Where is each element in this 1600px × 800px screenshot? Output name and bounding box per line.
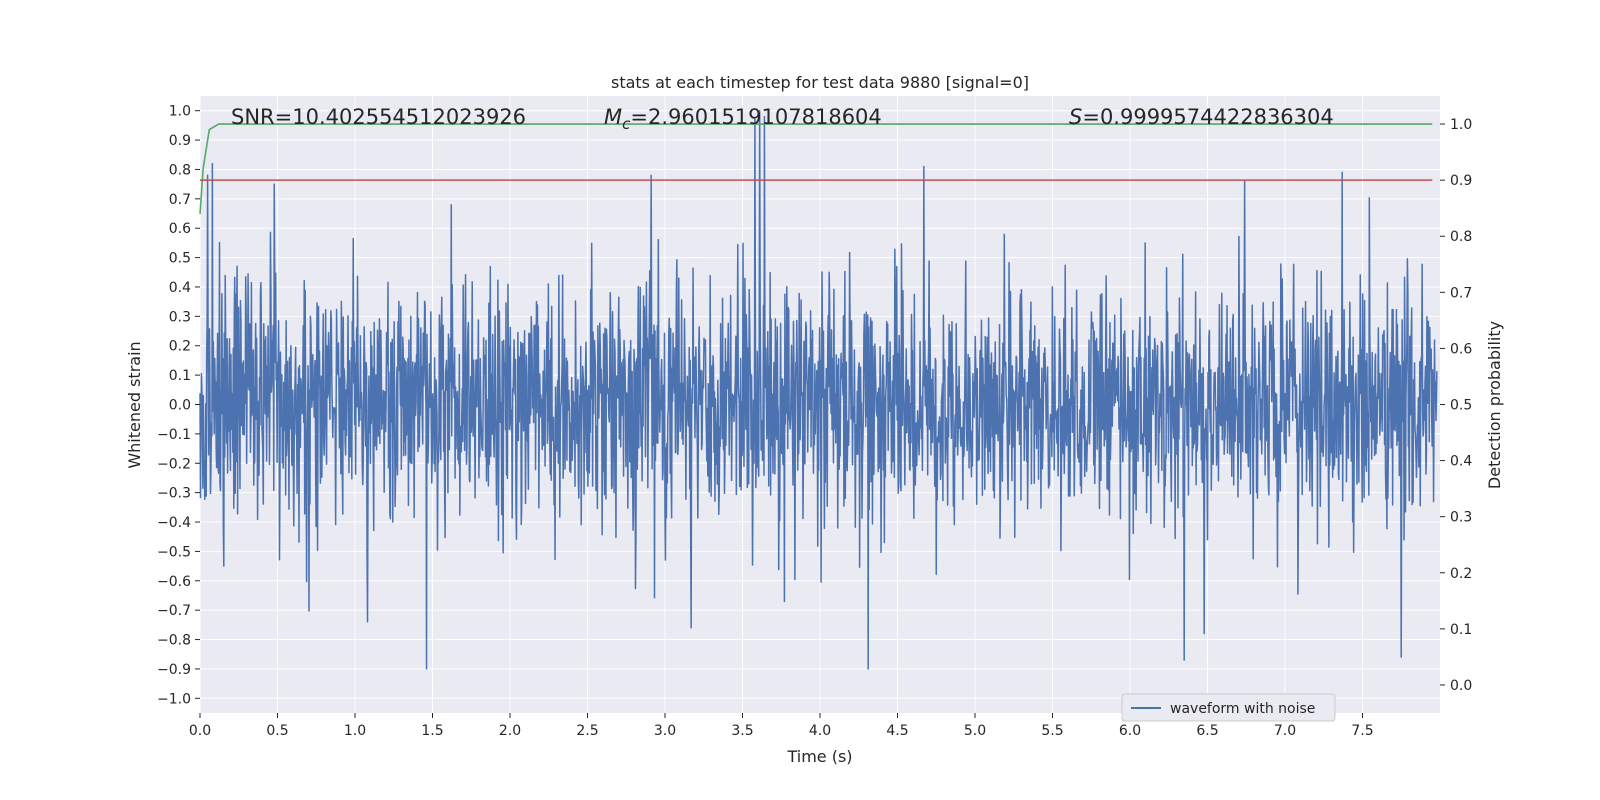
x-tick-label: 0.0 [189,723,211,739]
left-tick-label: −0.5 [157,544,191,560]
right-tick-label: 0.6 [1450,341,1472,357]
left-axis-ticks: −1.0 −0.9 −0.8 −0.7 −0.6 −0.5 −0.4 −0.3 −0.2 −0.1… [157,104,200,707]
chirp-mass-symbol: M [604,105,622,129]
left-tick-label: 1.0 [169,104,191,120]
right-tick-label: 0.1 [1450,622,1472,638]
waveform-line [199,109,1438,670]
snr-annotation: SNR=10.402554512023926 [231,105,526,129]
left-tick-label: 0.4 [169,280,191,296]
right-tick-label: 1.0 [1450,117,1472,133]
probability-line [199,123,1433,214]
left-tick-label: 0.7 [169,192,191,208]
probability-series [199,123,1433,214]
left-tick-label: 0.8 [169,162,191,178]
x-tick-label: 6.5 [1196,723,1218,739]
legend-label: waveform with noise [1170,701,1315,717]
left-tick-label: 0.9 [169,133,191,149]
left-tick-label: −0.3 [157,486,191,502]
right-tick-label: 0.8 [1450,229,1472,245]
chart-title: stats at each timestep for test data 988… [611,73,1029,92]
left-tick-label: −0.7 [157,603,191,619]
left-tick-label: 0.3 [169,309,191,325]
right-tick-label: 0.3 [1450,510,1472,526]
score-symbol: S [1069,105,1082,129]
left-tick-label: −0.9 [157,662,191,678]
left-tick-label: 0.0 [169,398,191,414]
x-tick-label: 5.5 [1041,723,1063,739]
left-tick-label: −0.2 [157,456,191,472]
left-tick-label: 0.1 [169,368,191,384]
x-tick-label: 2.0 [499,723,521,739]
x-tick-label: 6.0 [1119,723,1141,739]
chirp-mass-annotation: Mc=2.9601519107818604 [604,105,882,133]
left-tick-label: 0.6 [169,221,191,237]
left-axis-label: Whitened strain [125,341,144,468]
chirp-mass-subscript: c [622,115,631,133]
legend: waveform with noise [1121,693,1336,722]
x-tick-label: 5.0 [964,723,986,739]
x-tick-label: 0.5 [266,723,288,739]
waveform-series [199,109,1438,670]
right-tick-label: 0.9 [1450,173,1472,189]
right-tick-label: 0.7 [1450,285,1472,301]
score-annotation: S=0.9999574422836304 [1069,105,1334,129]
x-tick-label: 3.0 [654,723,676,739]
right-axis-label: Detection probability [1485,321,1504,489]
left-tick-label: 0.2 [169,339,191,355]
left-tick-label: −1.0 [157,691,191,707]
chirp-mass-value: =2.9601519107818604 [630,105,881,129]
x-axis-ticks: 0.0 0.5 1.0 1.5 2.0 2.5 3.0 3.5 4.0 4.5 5.0 5.5 6.0 6… [189,713,1374,739]
right-tick-label: 0.5 [1450,398,1472,414]
x-tick-label: 3.5 [731,723,753,739]
x-tick-label: 2.5 [576,723,598,739]
x-tick-label: 1.0 [344,723,366,739]
legend-box [1121,693,1336,722]
score-value: =0.9999574422836304 [1082,105,1333,129]
right-tick-label: 0.4 [1450,454,1472,470]
right-axis-ticks: 0.0 0.1 0.2 0.3 0.4 0.5 0.6 0.7 0.8 0.9 1.0 [1440,117,1472,694]
left-tick-label: −0.1 [157,427,191,443]
right-tick-label: 0.2 [1450,566,1472,582]
x-tick-label: 1.5 [421,723,443,739]
left-tick-label: −0.4 [157,515,191,531]
left-tick-label: −0.6 [157,574,191,590]
left-tick-label: −0.8 [157,633,191,649]
x-axis-label: Time (s) [786,747,852,766]
right-tick-label: 0.0 [1450,678,1472,694]
x-tick-label: 4.5 [886,723,908,739]
x-tick-label: 4.0 [809,723,831,739]
left-tick-label: 0.5 [169,251,191,267]
x-tick-label: 7.5 [1351,723,1373,739]
x-tick-label: 7.0 [1274,723,1296,739]
